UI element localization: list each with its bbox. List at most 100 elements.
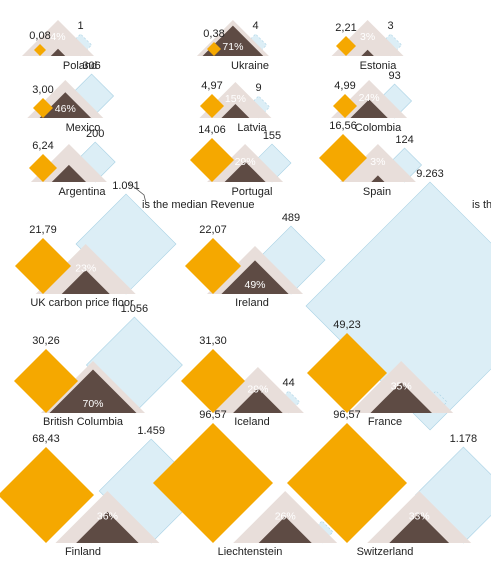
share-triangle-fill: [39, 92, 92, 118]
glyph-portugal: 155 29% 14,06 Portugal: [190, 124, 292, 198]
revenue-value-label: 489: [282, 212, 300, 224]
revenue-value-label: 4: [253, 20, 259, 32]
price-diamond: [200, 94, 224, 118]
revenue-value-label: 124: [395, 134, 413, 146]
share-triangle-fill: [350, 99, 388, 118]
revenue-value-label: 155: [263, 130, 281, 142]
share-percent-label: 35%: [391, 381, 412, 393]
share-triangle-fill: [50, 48, 66, 56]
price-value-label: 96,57: [333, 409, 361, 421]
median-note: is the median Revenue: [142, 199, 255, 211]
share-triangle-fill: [370, 382, 432, 413]
price-diamond: [0, 447, 94, 543]
revenue-value-label: 1: [78, 20, 84, 32]
share-percent-label: 15%: [225, 93, 246, 105]
country-name-label: France: [368, 416, 402, 428]
price-value-label: 0,38: [203, 28, 224, 40]
cut-off-note: is th: [472, 199, 491, 211]
revenue-value-label: 3: [388, 20, 394, 32]
country-name-label: Ireland: [235, 297, 269, 309]
glyph-poland: 1 4%0,08 Poland: [22, 20, 97, 72]
price-value-label: 31,30: [199, 335, 227, 347]
share-triangle-fill: [61, 270, 110, 294]
share-triangle-fill: [258, 516, 312, 543]
share-percent-label: 46%: [55, 103, 76, 115]
price-value-label: 3,00: [32, 84, 53, 96]
country-name-label: Latvia: [237, 122, 267, 134]
share-percent-label: 23%: [75, 263, 96, 275]
price-diamond: [14, 349, 78, 413]
price-value-label: 2,21: [335, 22, 356, 34]
share-percent-label: 4%: [50, 31, 65, 43]
price-diamond: [319, 134, 367, 182]
revenue-value-label: 9.263: [416, 168, 444, 180]
revenue-value-label: 9: [256, 82, 262, 94]
share-triangle-fill: [233, 388, 283, 413]
revenue-value-label: 1.056: [121, 303, 149, 315]
share-percent-label: 71%: [222, 41, 243, 53]
country-name-label: UK carbon price floor: [30, 297, 134, 309]
price-value-label: 21,79: [29, 224, 57, 236]
price-value-label: 6,24: [32, 140, 53, 152]
glyph-british-columbia: 1.056 70% 30,26 British Columbia: [14, 303, 183, 428]
share-triangle-fill: [221, 260, 289, 294]
revenue-value-label: 93: [388, 70, 400, 82]
share-percent-label: 33%: [409, 511, 430, 523]
country-name-label: Poland: [63, 60, 97, 72]
median-connector-line: [128, 182, 147, 204]
glyph-layer: 14%0,08Poland471%0,38Ukraine33%2,21Eston…: [0, 20, 491, 558]
price-value-label: 4,99: [334, 80, 355, 92]
glyph-mexico: 306 46%3,00 Mexico: [27, 60, 115, 134]
price-value-label: 49,23: [333, 319, 361, 331]
share-triangle-fill: [371, 175, 385, 182]
price-value-label: 22,07: [199, 224, 227, 236]
price-diamond: [336, 36, 356, 56]
country-name-label: Liechtenstein: [218, 546, 283, 558]
price-diamond: [287, 423, 407, 543]
glyph-iceland: 44 29% 31,30 Iceland: [181, 335, 304, 428]
price-diamond: [15, 238, 71, 294]
share-triangle-fill: [221, 104, 250, 118]
glyph-latvia: 9 15%4,97 Latvia: [199, 80, 272, 134]
share-triangle-fill: [224, 161, 266, 182]
share-percent-label: 3%: [360, 31, 375, 43]
revenue-value-label: 200: [86, 128, 104, 140]
price-diamond: [207, 42, 221, 56]
share-triangle-fill: [389, 513, 450, 543]
share-triangle-base: [35, 244, 136, 294]
country-name-label: Switzerland: [357, 546, 414, 558]
price-diamond: [185, 238, 241, 294]
price-value-label: 68,43: [32, 433, 60, 445]
country-name-label: Spain: [363, 186, 391, 198]
country-name-label: Estonia: [360, 60, 398, 72]
glyph-colombia: 93 24% 4,99 Colombia: [331, 70, 413, 134]
share-triangle-fill: [49, 369, 137, 413]
share-percent-label: 3%: [370, 156, 385, 168]
share-triangle-base: [339, 144, 416, 182]
revenue-value-label: 1.091: [112, 180, 140, 192]
price-diamond: [34, 44, 46, 56]
glyph-ukraine: 4 71%0,38 Ukraine: [196, 20, 269, 72]
price-value-label: 4,97: [201, 80, 222, 92]
price-value-label: 30,26: [32, 335, 60, 347]
country-name-label: British Columbia: [43, 416, 124, 428]
price-diamond: [153, 423, 273, 543]
price-value-label: 14,06: [198, 124, 226, 136]
share-percent-label: 29%: [235, 156, 256, 168]
glyph-france: 35% 49,23 France: [307, 319, 454, 428]
share-percent-label: 70%: [82, 398, 103, 410]
revenue-value-label: 44: [282, 377, 294, 389]
price-diamond: [190, 138, 234, 182]
glyph-uk-carbon-price-floor: 1.091 23% 21,79 UK carbon price floor: [15, 180, 177, 309]
country-name-label: Finland: [65, 546, 101, 558]
price-value-label: 96,57: [199, 409, 227, 421]
price-diamond: [333, 94, 357, 118]
share-percent-label: 24%: [359, 92, 380, 104]
price-diamond: [29, 154, 57, 182]
price-diamond: [307, 333, 387, 413]
glyph-estonia: 3 3% 2,21 Estonia: [331, 20, 404, 72]
share-percent-label: 36%: [97, 511, 118, 523]
price-diamond: [33, 98, 53, 118]
